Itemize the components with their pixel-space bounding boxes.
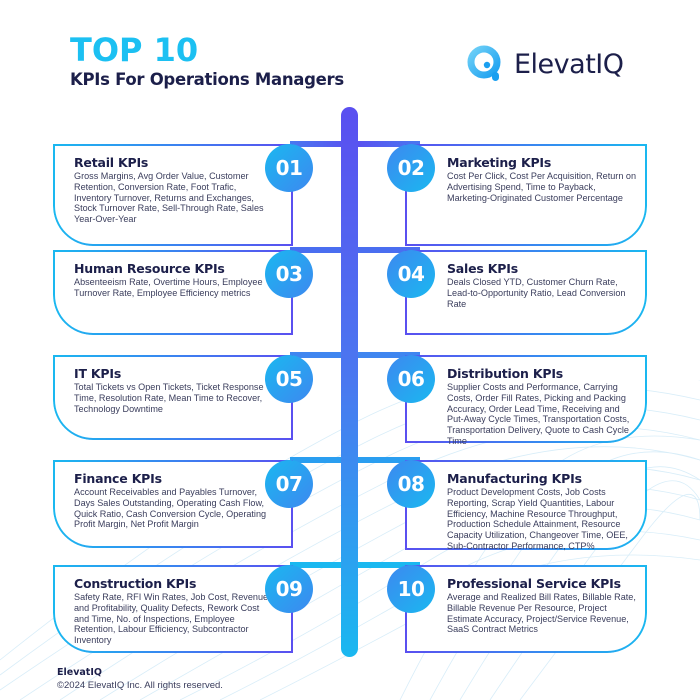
- kpi-card-construction: Construction KPIs Safety Rate, RFI Win R…: [53, 565, 293, 653]
- card-title: Distribution KPIs: [447, 366, 564, 381]
- kpi-card-sales: Sales KPIs Deals Closed YTD, Customer Ch…: [405, 250, 647, 335]
- card-body: Cost Per Click, Cost Per Acquisition, Re…: [447, 171, 637, 203]
- kpi-card-human-resource: Human Resource KPIs Absenteeism Rate, Ov…: [53, 250, 293, 335]
- kpi-card-it: IT KPIs Total Tickets vs Open Tickets, T…: [53, 355, 293, 440]
- card-body: Total Tickets vs Open Tickets, Ticket Re…: [74, 382, 264, 414]
- number-badge: 03: [265, 250, 313, 298]
- card-body: Gross Margins, Avg Order Value, Customer…: [74, 171, 264, 225]
- kpi-card-manufacturing: Manufacturing KPIs Product Development C…: [405, 460, 647, 551]
- brand-logo: ElevatIQ: [466, 44, 624, 84]
- kpi-card-finance: Finance KPIs Account Receivables and Pay…: [53, 460, 293, 548]
- number-badge: 01: [265, 144, 313, 192]
- card-body: Deals Closed YTD, Customer Churn Rate, L…: [447, 277, 626, 309]
- card-body: Account Receivables and Payables Turnove…: [74, 487, 267, 530]
- card-title: Retail KPIs: [74, 155, 149, 170]
- card-title: Human Resource KPIs: [74, 261, 225, 276]
- card-title: Sales KPIs: [447, 261, 518, 276]
- card-title: IT KPIs: [74, 366, 122, 381]
- card-title: Manufacturing KPIs: [447, 471, 582, 486]
- elevatiq-q-icon: [467, 45, 501, 81]
- footer-brand: ElevatIQ: [57, 667, 102, 678]
- card-body: Absenteeism Rate, Overtime Hours, Employ…: [74, 277, 263, 298]
- kpi-card-professional-service: Professional Service KPIs Average and Re…: [405, 565, 647, 653]
- footer-copyright: ©2024 ElevatIQ Inc. All rights reserved.: [57, 680, 223, 691]
- number-badge: 06: [387, 355, 435, 403]
- card-body: Average and Realized Bill Rates, Billabl…: [447, 592, 636, 635]
- card-title: Construction KPIs: [74, 576, 197, 591]
- card-title: Finance KPIs: [74, 471, 162, 486]
- title-top: TOP 10: [70, 31, 199, 69]
- number-badge: 08: [387, 460, 435, 508]
- number-badge: 05: [265, 355, 313, 403]
- card-title: Marketing KPIs: [447, 155, 552, 170]
- card-body: Product Development Costs, Job Costs Rep…: [447, 487, 628, 551]
- kpi-card-marketing: Marketing KPIs Cost Per Click, Cost Per …: [405, 144, 647, 246]
- card-body: Safety Rate, RFI Win Rates, Job Cost, Re…: [74, 592, 269, 646]
- kpi-card-distribution: Distribution KPIs Supplier Costs and Per…: [405, 355, 647, 446]
- number-badge: 07: [265, 460, 313, 508]
- number-badge: 10: [387, 565, 435, 613]
- kpi-card-retail: Retail KPIs Gross Margins, Avg Order Val…: [53, 144, 293, 246]
- title-subtitle: KPIs For Operations Managers: [70, 70, 344, 89]
- number-badge: 04: [387, 250, 435, 298]
- number-badge: 02: [387, 144, 435, 192]
- number-badge: 09: [265, 565, 313, 613]
- logo-text: ElevatIQ: [514, 48, 624, 80]
- card-title: Professional Service KPIs: [447, 576, 621, 591]
- timeline-spine: [341, 107, 358, 657]
- card-body: Supplier Costs and Performance, Carrying…: [447, 382, 630, 446]
